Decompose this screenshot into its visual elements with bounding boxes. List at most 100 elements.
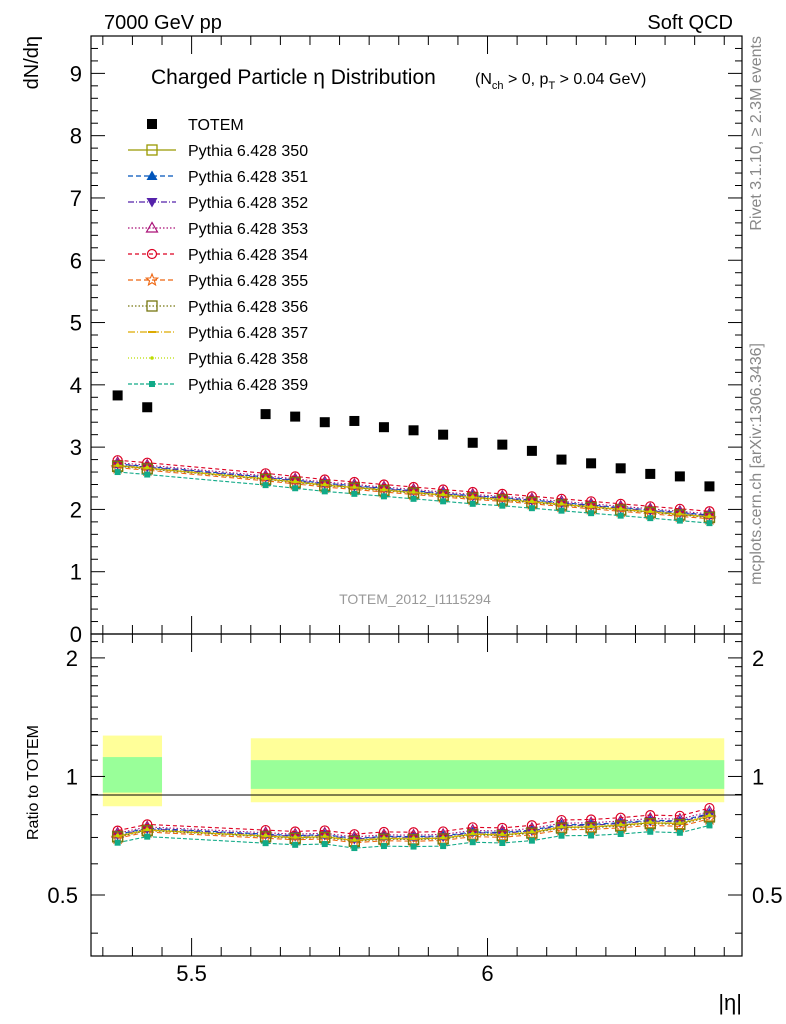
ratio-point	[678, 820, 682, 825]
legend-label: Pythia 6.428 350	[188, 143, 308, 160]
data-point	[408, 425, 419, 436]
title-cut-open: (N	[475, 71, 492, 88]
main-data-points	[112, 390, 715, 492]
title-cut-mid: > 0, p	[504, 71, 549, 88]
series-point	[500, 497, 505, 501]
ratio-uncertainty-bands	[102, 735, 725, 807]
legend-label: TOTEM	[188, 117, 244, 134]
series-point	[145, 465, 150, 470]
analysis-watermark: TOTEM_2012_I1115294	[339, 591, 491, 607]
ratio-point	[321, 841, 328, 848]
series-point	[678, 511, 682, 516]
data-point	[142, 402, 153, 413]
y-tick-label: 2	[70, 497, 82, 522]
series-line	[117, 815, 710, 842]
ratio-point	[293, 835, 297, 839]
legend-marker	[146, 300, 158, 312]
chart-title-main: Charged Particle η Distribution	[151, 66, 436, 89]
series-line	[117, 824, 710, 849]
y-tick-label: 6	[70, 248, 82, 273]
legend-entry: Pythia 6.428 355	[128, 272, 308, 290]
ratio-point	[500, 832, 505, 836]
series-point	[115, 463, 120, 467]
ratio-band-inner	[250, 760, 725, 789]
ratio-point	[499, 840, 506, 847]
legend-marker	[146, 198, 158, 208]
rivet-version-label: Rivet 3.1.10, ≥ 2.3M events	[748, 36, 765, 231]
ratio-point	[469, 839, 476, 846]
data-point	[526, 445, 537, 456]
data-point	[645, 468, 656, 479]
legend: TOTEM Pythia 6.428 350 Pythia 6.428 351 Pyt…	[128, 117, 308, 394]
ratio-point	[114, 839, 121, 846]
x-tick-label: 5.5	[176, 961, 207, 986]
series-point	[352, 485, 357, 489]
y-tick-label: 9	[70, 61, 82, 86]
series-point	[469, 500, 476, 507]
ratio-point	[558, 832, 565, 839]
chart-title: Charged Particle η Distribution (Nch > 0…	[151, 66, 646, 92]
series-point	[114, 469, 121, 476]
ratio-point	[470, 831, 475, 836]
ratio-point	[674, 818, 686, 831]
data-point	[556, 454, 567, 465]
legend-marker	[144, 272, 160, 287]
series-point	[321, 488, 328, 495]
legend-label: Pythia 6.428 352	[188, 195, 308, 212]
series-point	[647, 515, 654, 522]
ratio-tick-label-right: 2	[752, 646, 764, 671]
data-point	[112, 390, 123, 401]
y-tick-label: 5	[70, 311, 82, 336]
data-point	[497, 439, 508, 450]
ratio-point	[441, 835, 445, 840]
ratio-point	[263, 833, 268, 838]
legend-entry: TOTEM	[147, 117, 244, 134]
legend-marker	[146, 144, 158, 156]
series-point	[676, 517, 683, 524]
series-point	[144, 471, 151, 478]
legend-label: Pythia 6.428 356	[188, 299, 308, 316]
data-point	[290, 411, 301, 422]
legend-marker	[147, 119, 157, 129]
series-point	[263, 476, 268, 481]
legend-label: Pythia 6.428 357	[188, 325, 308, 342]
legend-label: Pythia 6.428 353	[188, 221, 308, 238]
title-cut-sub1: ch	[492, 80, 504, 92]
header-left-label: 7000 GeV pp	[104, 12, 222, 34]
ratio-point	[528, 837, 535, 844]
main-series-layer	[110, 455, 717, 527]
series-point	[351, 490, 358, 497]
series-point	[382, 487, 386, 492]
series-point	[380, 493, 387, 500]
legend-label: Pythia 6.428 359	[188, 377, 308, 394]
legend-entry: Pythia 6.428 359	[128, 377, 308, 394]
data-point	[615, 463, 626, 474]
data-point	[674, 471, 685, 482]
legend-marker	[149, 381, 155, 387]
ratio-point	[262, 840, 269, 847]
series-point	[528, 505, 535, 512]
y-tick-label: 3	[70, 435, 82, 460]
ratio-point	[145, 827, 150, 832]
legend-marker	[146, 248, 158, 260]
ratio-point	[144, 833, 151, 840]
series-point	[292, 485, 299, 492]
ratio-band-inner	[102, 757, 163, 793]
series-point	[499, 502, 506, 509]
series-point	[530, 499, 534, 504]
x-tick-label: 6	[481, 961, 493, 986]
ratio-point	[617, 830, 624, 837]
legend-marker	[150, 356, 154, 360]
data-point	[467, 437, 478, 448]
ratio-point	[648, 820, 653, 824]
x-axis-label: |η|	[718, 990, 742, 1015]
series-point	[648, 509, 653, 514]
y-tick-label: 8	[70, 124, 82, 149]
legend-entry: Pythia 6.428 356	[128, 299, 308, 316]
legend-marker	[146, 170, 158, 180]
ratio-point	[410, 843, 417, 850]
data-point	[319, 417, 330, 428]
ratio-point	[618, 822, 623, 827]
ratio-point	[676, 829, 683, 836]
